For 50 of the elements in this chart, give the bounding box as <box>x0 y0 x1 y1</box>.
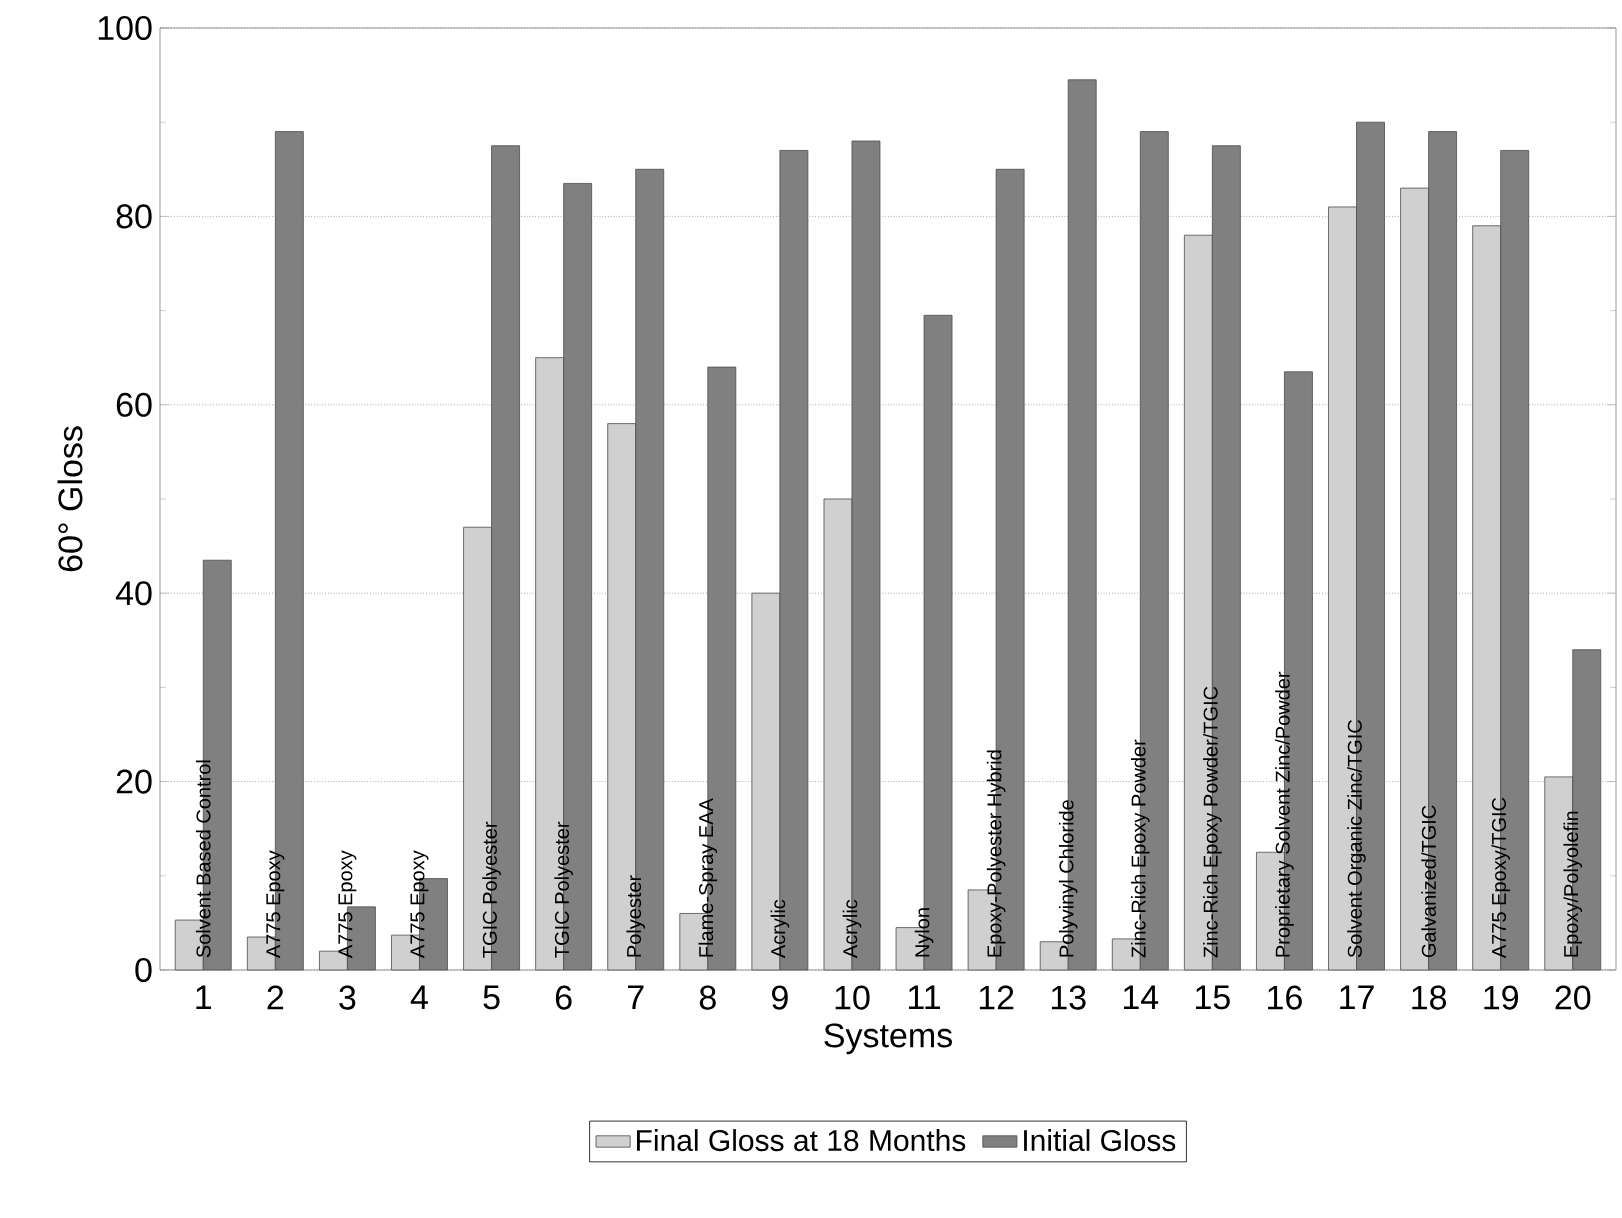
annotation: Acrylic <box>842 899 862 959</box>
annotation: Proprietary Solvent Zinc/Powder <box>1275 671 1294 957</box>
x-tick-label: 10 <box>835 985 870 1010</box>
x-tick-label: 14 <box>1123 985 1159 1009</box>
annotation: Zinc-Rich Epoxy Powder <box>1130 739 1150 958</box>
legend-label: Final Gloss at 18 Months <box>637 1129 966 1152</box>
y-tick-label: 0 <box>135 957 152 983</box>
x-tick-label: 4 <box>410 985 428 1009</box>
x-tick-label: 3 <box>339 985 356 1010</box>
x-tick-label: 17 <box>1340 985 1374 1009</box>
x-tick-label: 1 <box>196 985 212 1009</box>
x-tick-label: 20 <box>1555 985 1591 1010</box>
annotation: A775 Epoxy <box>338 850 357 959</box>
annotation: TGIC Polyester <box>482 821 501 958</box>
annotation: Polyvinyl Chloride <box>1058 800 1078 957</box>
x-tick-label: 19 <box>1484 985 1518 1010</box>
x-tick-label: 18 <box>1412 985 1447 1010</box>
annotation: Acrylic <box>770 899 790 959</box>
x-tick-label: 9 <box>772 985 788 1010</box>
x-tick-label: 12 <box>979 985 1014 1010</box>
x-axis-title: Systems <box>824 1023 952 1055</box>
annotation: Epoxy/Polyolefin <box>1563 811 1583 957</box>
annotation: A775 Epoxy <box>266 850 285 959</box>
annotation: Galvanized/TGIC <box>1421 805 1436 958</box>
annotation: Zinc-Rich Epoxy Powder/TGIC <box>1203 686 1222 958</box>
annotation: A775 Epoxy <box>410 850 429 959</box>
y-tick-label: 40 <box>115 581 152 606</box>
x-tick-label: 8 <box>699 985 716 1010</box>
x-tick-label: 13 <box>1051 985 1086 1010</box>
annotation: Nylon <box>914 908 934 957</box>
y-axis-title: 60° Gloss <box>57 426 83 572</box>
annotation: A775 Epoxy/TGIC <box>1491 797 1510 959</box>
y-tick-label: 60 <box>116 392 152 417</box>
y-tick-label: 80 <box>116 204 152 229</box>
x-tick-label: 16 <box>1268 985 1302 1010</box>
annotation: Polyester <box>626 875 646 957</box>
y-tick-label: 20 <box>116 769 152 794</box>
annotation: Epoxy-Polyester Hybrid <box>986 750 1006 957</box>
annotation: Solvent Based Control <box>195 760 211 958</box>
annotation: Flame-Spray EAA <box>698 798 718 957</box>
x-tick-label: 7 <box>628 985 644 1009</box>
x-tick-label: 11 <box>909 985 941 1009</box>
x-tick-label: 15 <box>1196 985 1230 1010</box>
legend-label: Initial Gloss <box>1024 1129 1176 1152</box>
x-tick-label: 6 <box>555 985 572 1010</box>
x-tick-label: 2 <box>267 985 284 1010</box>
x-tick-label: 5 <box>483 985 500 1010</box>
y-tick-label: 100 <box>98 15 152 41</box>
annotation: TGIC Polyester <box>554 821 573 958</box>
annotation: Solvent Organic Zinc/TGIC <box>1347 719 1366 958</box>
